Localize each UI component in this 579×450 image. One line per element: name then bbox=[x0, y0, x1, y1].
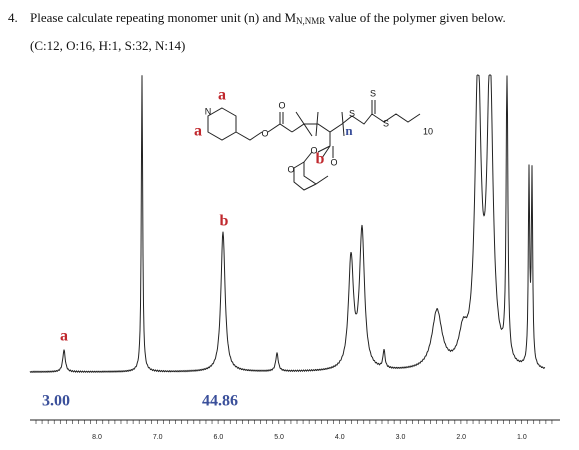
ppm-tick-label: 1.0 bbox=[517, 434, 527, 441]
question-number: 4. bbox=[8, 10, 18, 25]
atom: S bbox=[349, 108, 355, 118]
atom: O bbox=[261, 128, 268, 138]
label-b: b bbox=[316, 151, 325, 168]
ppm-tick-label: 8.0 bbox=[92, 434, 102, 441]
spectrum-trace bbox=[29, 74, 546, 374]
atom: O bbox=[278, 100, 285, 110]
question-text: Please calculate repeating monomer unit … bbox=[30, 10, 506, 26]
atom: O bbox=[330, 157, 337, 167]
integral: 44.86 bbox=[202, 393, 238, 410]
atom: N bbox=[205, 106, 212, 116]
question-text-after: value of the polymer given below. bbox=[328, 10, 506, 25]
repeat-brackets bbox=[315, 111, 345, 137]
peak-label-b: b bbox=[220, 213, 229, 230]
atom: S bbox=[383, 118, 389, 128]
question-subscript: N,NMR bbox=[296, 16, 325, 26]
integral: 3.00 bbox=[42, 393, 70, 410]
bonds bbox=[235, 100, 421, 191]
ppm-tick-label: 6.0 bbox=[214, 434, 224, 441]
label-a: a bbox=[194, 123, 202, 140]
pyridine-ring bbox=[207, 107, 237, 141]
repeat-n: n bbox=[345, 123, 353, 138]
chain-length: 10 bbox=[423, 126, 433, 136]
ppm-ticks: 8.0 7.0 6.0 5.0 4.0 3.0 2.0 1.0 bbox=[35, 420, 553, 441]
ppm-tick-label: 3.0 bbox=[396, 434, 406, 441]
peak-label-a: a bbox=[60, 328, 68, 345]
label-a: a bbox=[218, 87, 226, 104]
ppm-tick-label: 4.0 bbox=[335, 434, 345, 441]
question-text-before: Please calculate repeating monomer unit … bbox=[30, 10, 296, 25]
ppm-tick-label: 7.0 bbox=[153, 434, 163, 441]
structure: N a a O O O O O S S S n 10 b bbox=[194, 87, 433, 191]
atom: S bbox=[370, 88, 376, 98]
ppm-tick-label: 5.0 bbox=[274, 434, 284, 441]
ppm-tick-label: 2.0 bbox=[456, 434, 466, 441]
atomic-masses: (C:12, O:16, H:1, S:32, N:14) bbox=[30, 38, 185, 53]
atom: O bbox=[287, 164, 294, 174]
atom: O bbox=[310, 145, 317, 155]
